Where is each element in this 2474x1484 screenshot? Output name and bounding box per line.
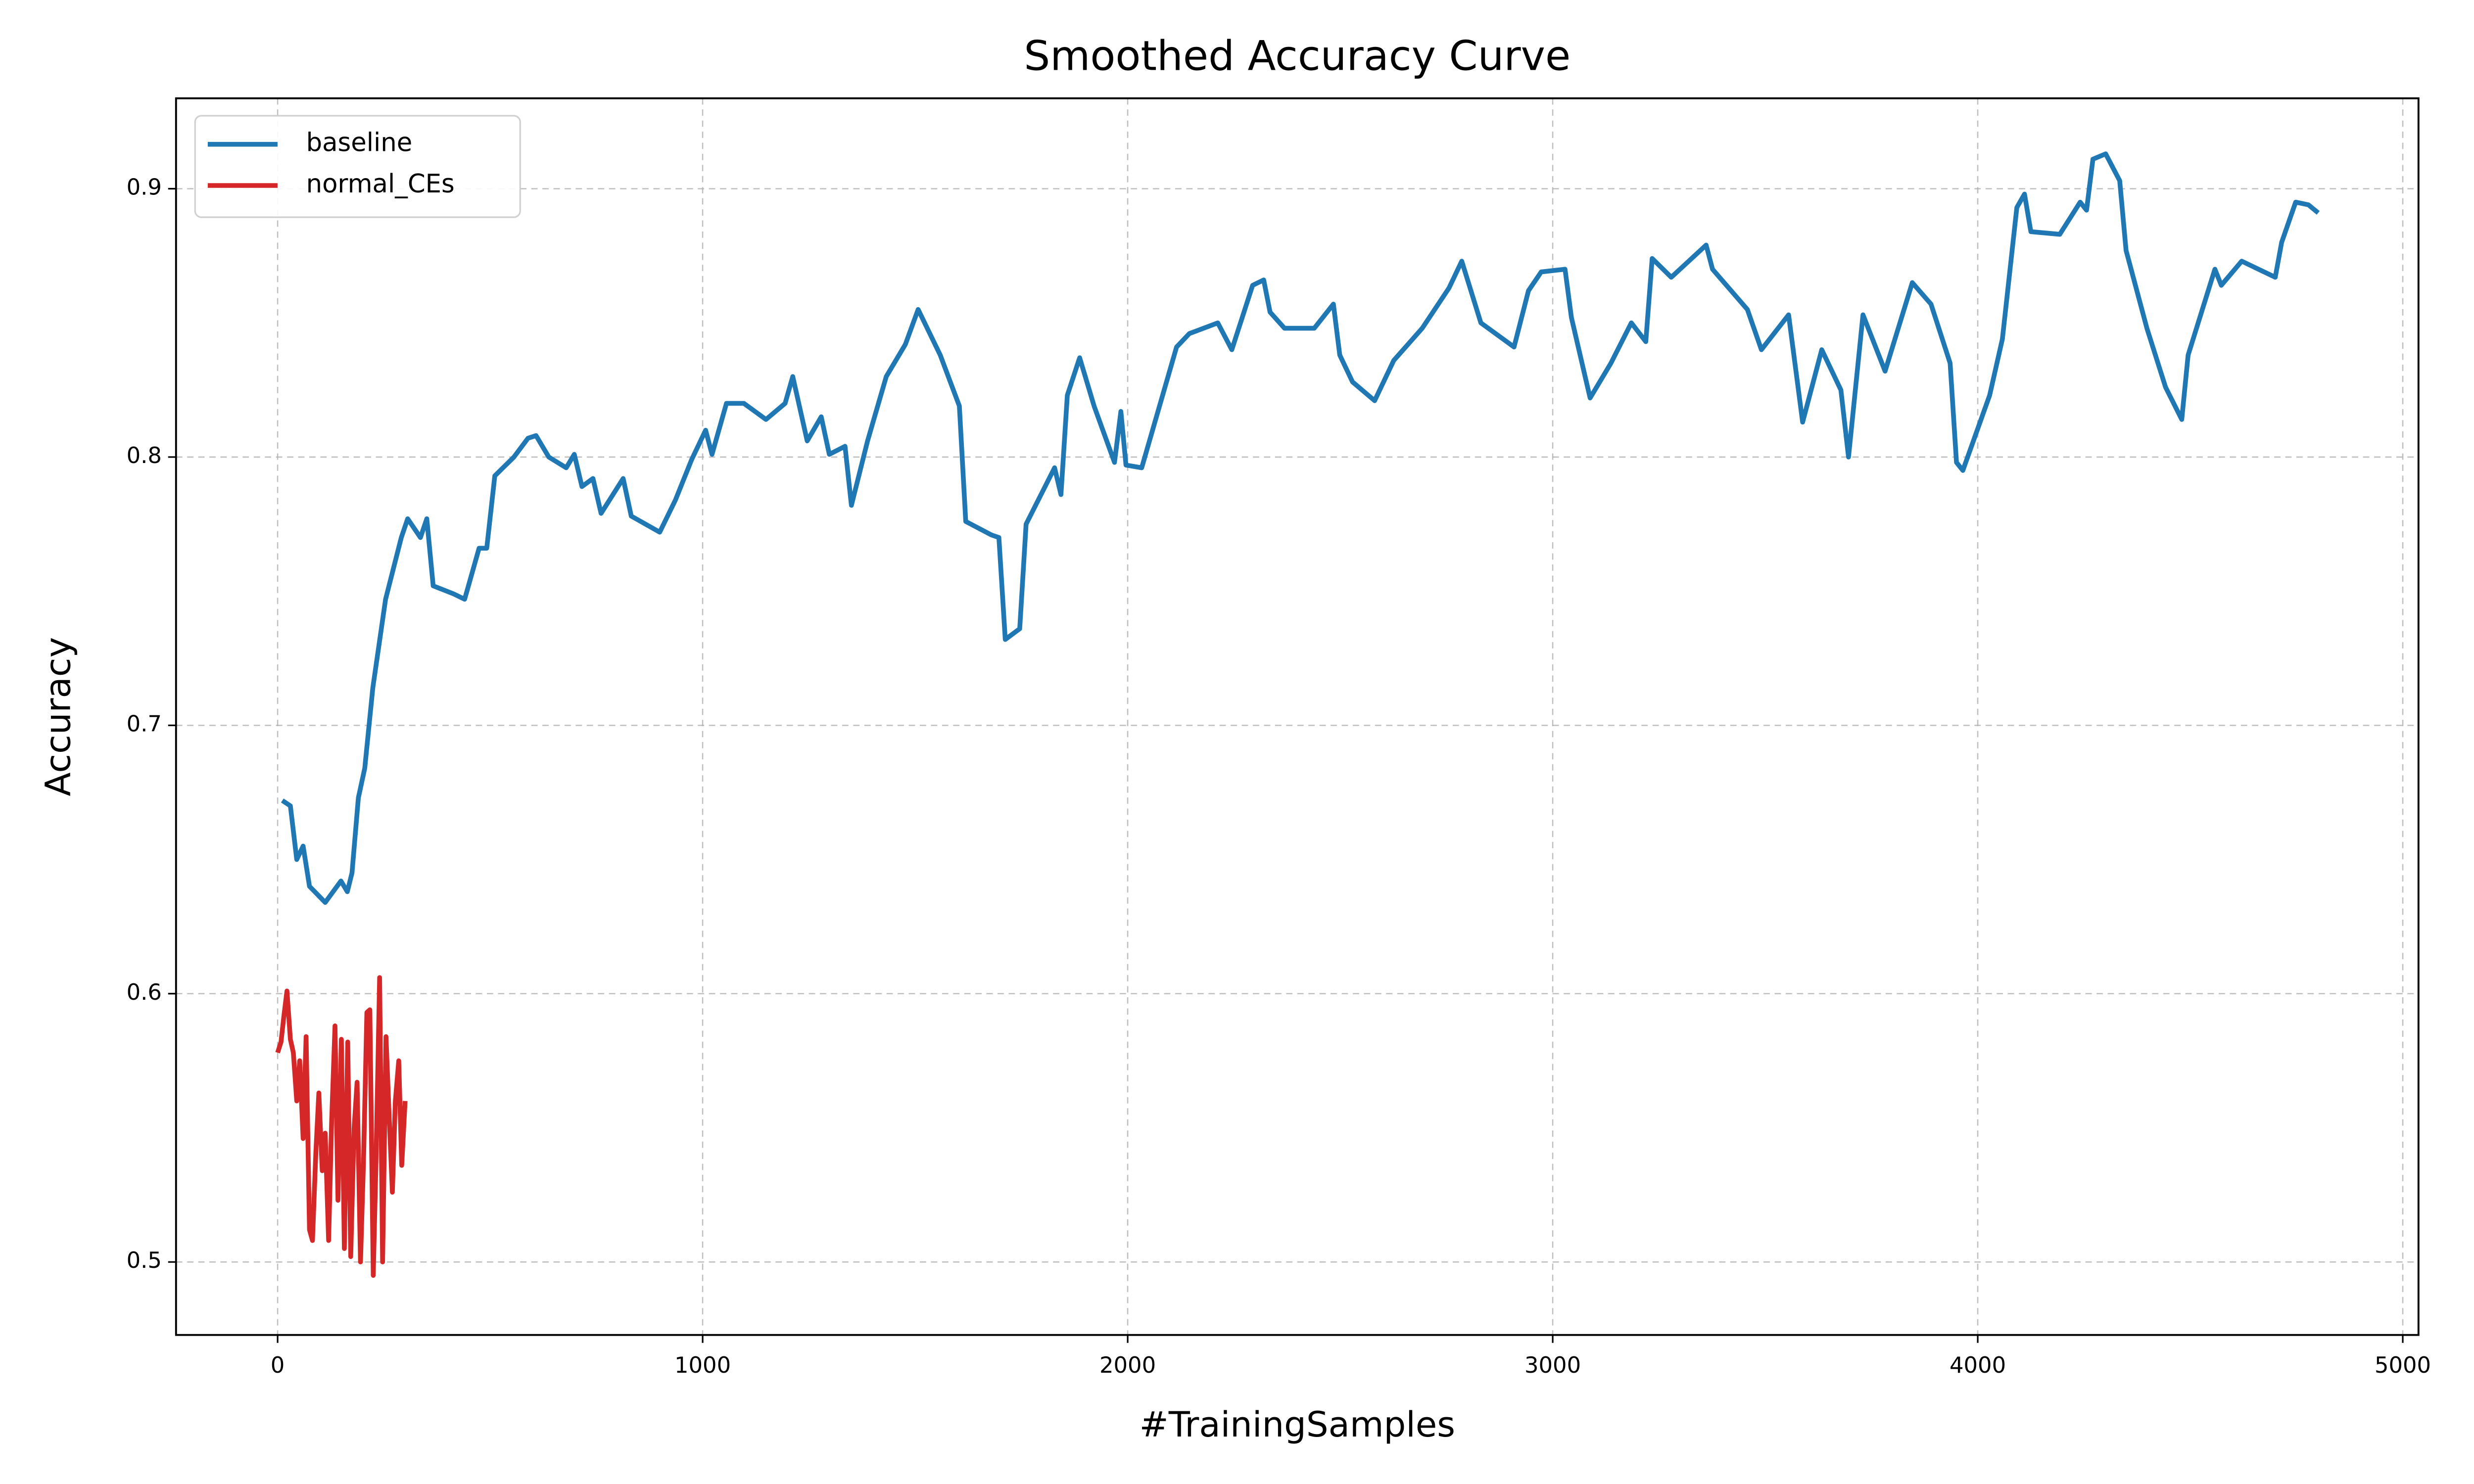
y-axis-label: Accuracy: [38, 637, 78, 796]
legend-label: baseline: [306, 128, 413, 158]
y-tick-label: 0.5: [127, 1247, 162, 1273]
x-tick-label: 0: [271, 1352, 285, 1378]
series-line: [281, 151, 2320, 905]
y-tick-label: 0.6: [127, 979, 162, 1005]
x-tick-label: 3000: [1524, 1352, 1581, 1378]
legend-label: normal_CEs: [306, 169, 455, 199]
y-tick-label: 0.7: [127, 710, 162, 737]
legend: baseline normal_CEs: [194, 115, 521, 218]
x-tick-label: 4000: [1950, 1352, 2006, 1378]
x-tick-label: 5000: [2375, 1352, 2431, 1378]
series-line: [275, 975, 408, 1278]
y-tick-label: 0.8: [127, 442, 162, 468]
x-tick-label: 1000: [674, 1352, 731, 1378]
x-tick-label: 2000: [1099, 1352, 1156, 1378]
plot-frame: [175, 97, 2420, 1336]
chart-title: Smoothed Accuracy Curve: [1024, 32, 1570, 80]
legend-box: [194, 115, 521, 218]
x-axis-label: #TrainingSamples: [1140, 1404, 1455, 1445]
y-tick-label: 0.9: [127, 174, 162, 200]
